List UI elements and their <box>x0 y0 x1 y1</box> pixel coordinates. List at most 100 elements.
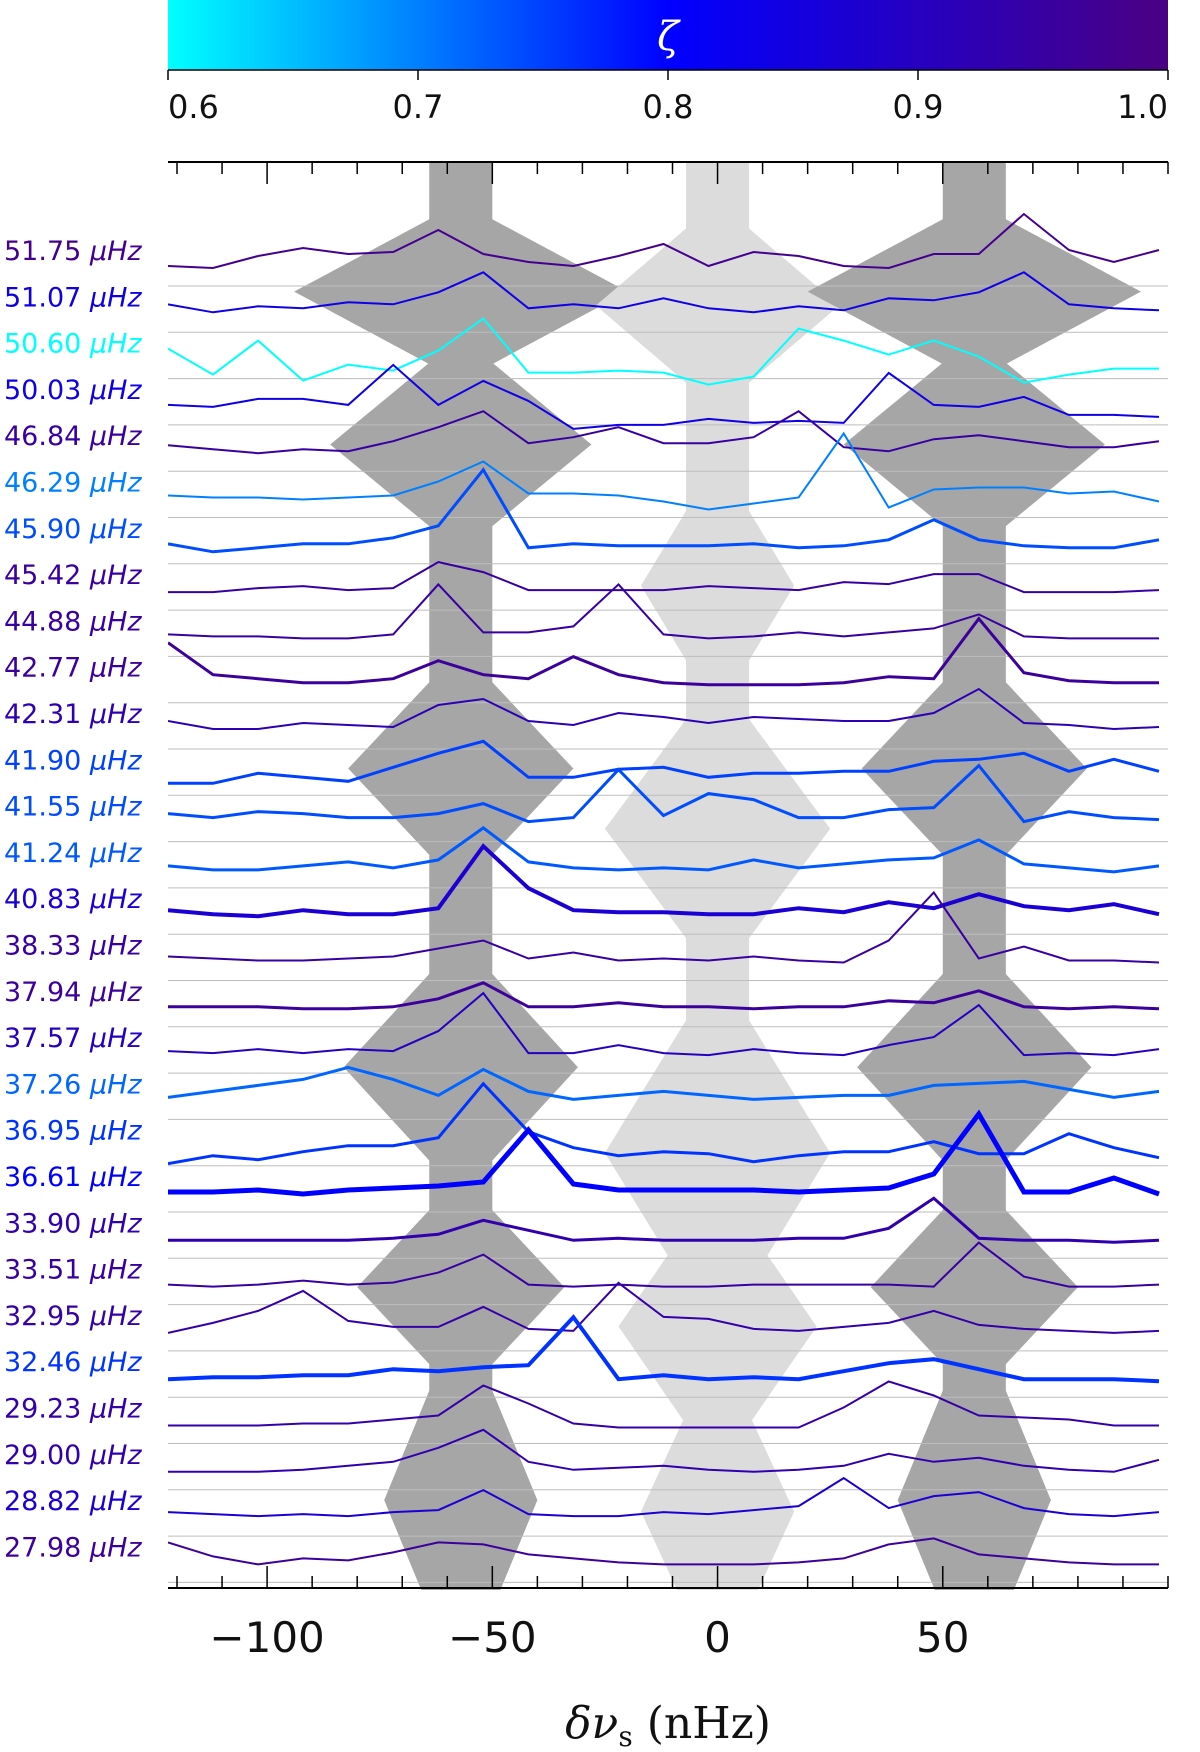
row-unit: μHz <box>89 792 142 823</box>
spectrum-line-33-51 <box>168 1241 1160 1288</box>
row-unit: μHz <box>89 468 142 499</box>
row-label: 33.90 μHz <box>4 1208 142 1239</box>
colorbar-tick-label: 0.6 <box>168 88 219 126</box>
band-diamond <box>357 1210 565 1365</box>
row-unit: μHz <box>89 375 142 406</box>
row-unit: μHz <box>89 514 142 545</box>
row-unit: μHz <box>89 606 142 637</box>
spectrum-line-46-29 <box>168 431 1160 511</box>
band-diamond <box>595 228 840 383</box>
row-unit: μHz <box>89 1208 142 1239</box>
row-label: 37.26 μHz <box>4 1069 142 1100</box>
spectrum-line-32-46 <box>168 1314 1160 1384</box>
row-label: 46.84 μHz <box>4 421 142 452</box>
row-label: 32.46 μHz <box>4 1347 142 1378</box>
band-diamond <box>348 682 574 855</box>
row-frequency: 44.88 <box>4 606 90 637</box>
band-diamond <box>870 1210 1078 1365</box>
row-unit: μHz <box>89 1440 142 1471</box>
row-frequency: 51.07 <box>4 282 90 313</box>
row-frequency: 40.83 <box>4 884 90 915</box>
row-label: 51.75 μHz <box>4 236 142 267</box>
row-unit: μHz <box>89 282 142 313</box>
colorbar-symbol: ζ <box>657 14 681 60</box>
colorbar-ticks: 0.6 0.7 0.8 0.9 1.0 <box>167 70 1169 126</box>
x-tick-label: −100 <box>209 1613 324 1662</box>
row-frequency: 45.42 <box>4 560 90 591</box>
row-frequency: 46.84 <box>4 421 90 452</box>
row-unit: μHz <box>89 1069 142 1100</box>
row-unit: μHz <box>89 1116 142 1147</box>
spectrum-line-28-82 <box>168 1476 1160 1518</box>
row-label: 45.42 μHz <box>4 560 142 591</box>
row-label: 41.90 μHz <box>4 745 142 776</box>
row-unit: μHz <box>89 329 142 360</box>
row-label: 28.82 μHz <box>4 1486 142 1517</box>
row-unit: μHz <box>89 1162 142 1193</box>
row-frequency: 50.03 <box>4 375 90 406</box>
row-unit: μHz <box>89 884 142 915</box>
row-label: 41.24 μHz <box>4 838 142 869</box>
row-unit: μHz <box>89 977 142 1008</box>
colorbar: ζ 0.6 0.7 0.8 0.9 1.0 <box>167 0 1169 126</box>
row-label: 36.95 μHz <box>4 1116 142 1147</box>
spectrum-line-51-07 <box>168 271 1160 314</box>
x-axis-symbol: δν <box>565 1698 618 1749</box>
colorbar-tick-label: 0.9 <box>893 88 944 126</box>
row-unit: μHz <box>89 1394 142 1425</box>
spectrum-line-27-98 <box>168 1537 1159 1566</box>
x-tick-label: 0 <box>704 1613 731 1662</box>
spectrum-line-44-88 <box>168 582 1159 640</box>
spectrum-line-36-61 <box>168 1109 1160 1197</box>
row-unit: μHz <box>89 421 142 452</box>
row-frequency: 28.82 <box>4 1486 90 1517</box>
spectrum-line-46-84 <box>168 409 1160 455</box>
row-label: 45.90 μHz <box>4 514 142 545</box>
row-unit: μHz <box>89 1023 142 1054</box>
row-frequency: 37.57 <box>4 1023 90 1054</box>
row-unit: μHz <box>89 745 142 776</box>
spectrum-line-29-23 <box>168 1380 1159 1429</box>
x-axis-label: δνs (nHz) <box>565 1698 771 1752</box>
row-frequency: 38.33 <box>4 931 90 962</box>
spectrum-line-40-83 <box>168 843 1160 919</box>
row-frequency: 29.00 <box>4 1440 90 1471</box>
x-axis-subscript: s <box>618 1720 632 1752</box>
row-label: 29.00 μHz <box>4 1440 142 1471</box>
row-label: 29.23 μHz <box>4 1394 142 1425</box>
spectrum-line-38-33 <box>168 890 1160 964</box>
spectrum-line-29-00 <box>168 1428 1160 1473</box>
x-axis-unit: (nHz) <box>647 1698 771 1749</box>
row-frequency: 37.94 <box>4 977 90 1008</box>
band-diamond <box>807 219 1141 365</box>
spectrum-line-33-90 <box>168 1196 1160 1244</box>
row-frequency: 41.90 <box>4 745 90 776</box>
row-frequency: 51.75 <box>4 236 90 267</box>
spectrum-lines <box>168 212 1160 1566</box>
row-frequency: 50.60 <box>4 329 90 360</box>
row-gridlines <box>168 285 1168 1583</box>
colorbar-tick-label: 0.8 <box>643 88 694 126</box>
spectrum-line-50-60 <box>168 317 1159 386</box>
row-frequency: 36.61 <box>4 1162 90 1193</box>
colorbar-tick-label: 0.7 <box>393 88 444 126</box>
row-label: 44.88 μHz <box>4 606 142 637</box>
spectrum-line-42-31 <box>168 687 1160 731</box>
row-unit: μHz <box>89 1255 142 1286</box>
x-tick-label: −50 <box>448 1613 537 1662</box>
row-unit: μHz <box>89 931 142 962</box>
row-label: 37.94 μHz <box>4 977 142 1008</box>
band-diamond <box>640 1413 795 1590</box>
row-unit: μHz <box>89 1347 142 1378</box>
colorbar-tick-label: 1.0 <box>1117 88 1168 126</box>
resonance-bands <box>294 162 1141 1590</box>
row-unit: μHz <box>89 1486 142 1517</box>
row-unit: μHz <box>89 699 142 730</box>
row-label: 50.60 μHz <box>4 329 142 360</box>
row-frequency: 27.98 <box>4 1532 90 1563</box>
row-label: 46.29 μHz <box>4 468 142 499</box>
row-label: 51.07 μHz <box>4 282 142 313</box>
row-label: 41.55 μHz <box>4 792 142 823</box>
row-label: 40.83 μHz <box>4 884 142 915</box>
